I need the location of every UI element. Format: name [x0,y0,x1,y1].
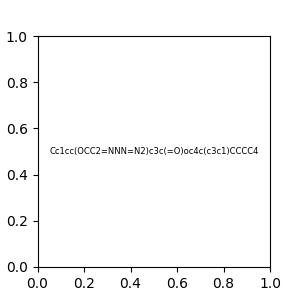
Text: Cc1cc(OCC2=NNN=N2)c3c(=O)oc4c(c3c1)CCCC4: Cc1cc(OCC2=NNN=N2)c3c(=O)oc4c(c3c1)CCCC4 [49,147,258,156]
